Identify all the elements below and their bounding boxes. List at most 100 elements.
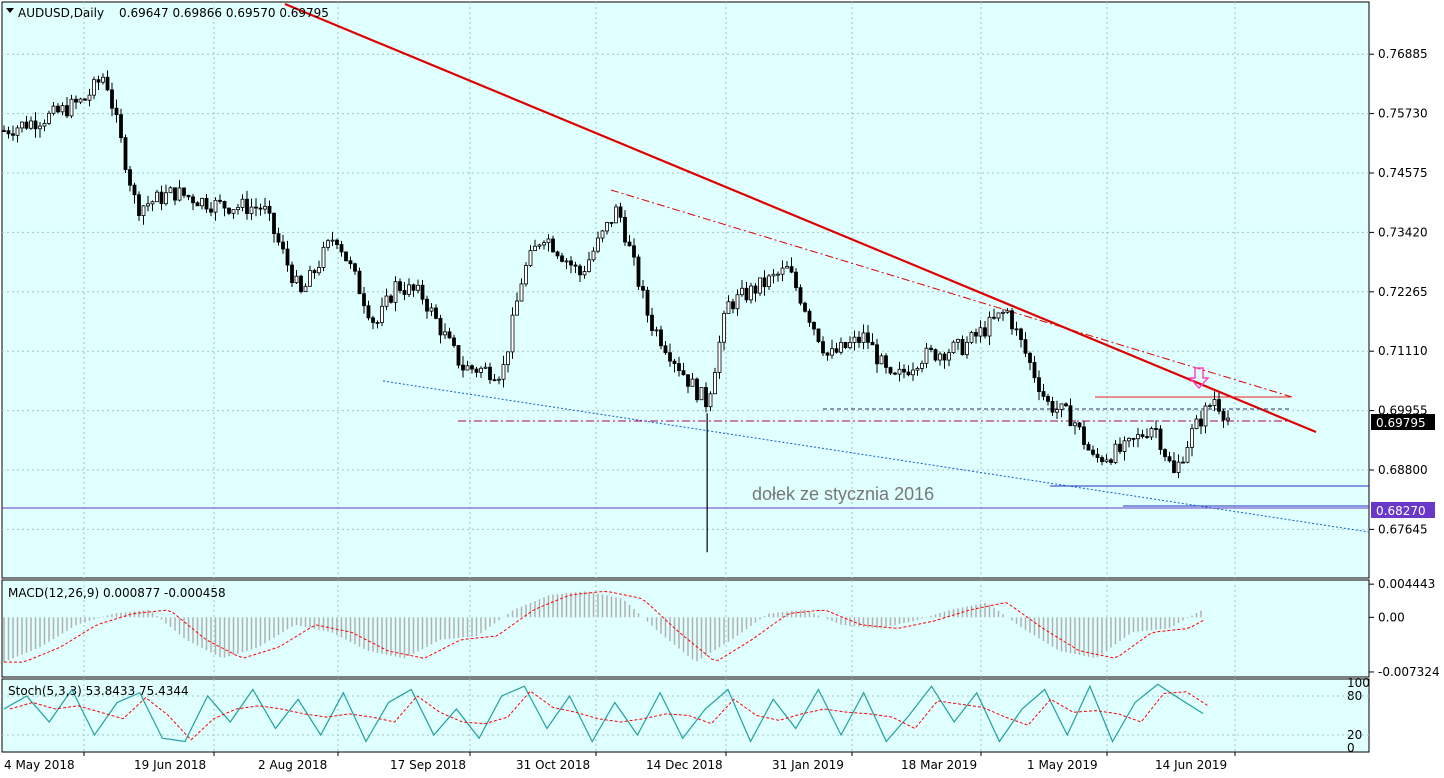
candle-body (1100, 457, 1104, 463)
stoch-main-line (3, 683, 1204, 743)
candle-body (1194, 418, 1199, 430)
candle-body (150, 201, 155, 205)
candle-body (1122, 440, 1127, 452)
candle-body (240, 198, 245, 208)
candle-body (1167, 456, 1172, 462)
candle-body (353, 263, 357, 272)
candle-body (186, 194, 191, 198)
y-tick-label: 0.72265 (1378, 285, 1428, 299)
candle-body (852, 336, 857, 343)
candle-body (753, 285, 758, 294)
candle-body (47, 112, 51, 124)
candle-body (1208, 405, 1212, 407)
candle-body (1001, 311, 1005, 314)
candle-body (294, 275, 299, 284)
candle-body (717, 341, 722, 373)
candle-body (956, 339, 960, 343)
candle-body (204, 197, 209, 210)
candle-body (1059, 403, 1064, 410)
candle-body (1082, 426, 1086, 445)
candle-body (542, 242, 546, 246)
candle-body (677, 363, 681, 372)
candle-body (366, 305, 371, 319)
candle-body (857, 336, 861, 343)
candle-body (128, 169, 132, 186)
candle-body (578, 265, 582, 276)
candle-body (776, 273, 780, 276)
candle-body (87, 94, 92, 101)
candle-body (938, 353, 942, 361)
candle-body (330, 239, 335, 242)
y-tick-label: 0.71110 (1378, 344, 1428, 358)
candle-body (110, 89, 114, 109)
candle-body (996, 312, 1001, 319)
candle-body (312, 270, 317, 274)
candle-body (1149, 428, 1154, 438)
candle-body (15, 127, 20, 136)
candle-body (411, 284, 416, 291)
candle-body (33, 120, 38, 130)
candle-body (402, 290, 407, 295)
candle-body (659, 329, 663, 347)
candle-body (285, 248, 290, 266)
current-price-box (1371, 414, 1435, 430)
candle-body (213, 199, 218, 213)
candle-body (965, 341, 969, 356)
x-tick-label: 19 Jun 2018 (134, 758, 206, 772)
candle-body (1145, 436, 1149, 438)
candle-body (1091, 449, 1095, 455)
candle-body (1172, 460, 1176, 473)
candle-body (231, 209, 236, 214)
candle-body (906, 371, 911, 376)
candle-body (258, 207, 263, 210)
candle-body (695, 378, 699, 401)
candle-body (443, 331, 447, 336)
candle-body (222, 200, 227, 209)
candle-body (825, 352, 830, 356)
x-tick-label: 18 Mar 2019 (901, 758, 977, 772)
x-tick-label: 14 Jun 2019 (1155, 758, 1227, 772)
candle-body (708, 393, 713, 408)
candle-body (690, 378, 695, 387)
macd-indicator: 0.004443 0.00 -0.007324 (3, 577, 1440, 679)
candle-body (74, 98, 78, 103)
candle-body (780, 267, 785, 275)
candle-body (807, 310, 812, 323)
candle-body (735, 294, 740, 310)
candle-body (623, 216, 627, 243)
candle-body (474, 368, 479, 373)
candle-body (510, 314, 515, 353)
stoch-label: Stoch(5,3,3) 53.8433 75.4344 (8, 684, 189, 698)
macd-y-tick-label: 0.004443 (1378, 577, 1435, 591)
purple-level-box (1371, 502, 1435, 518)
dropdown-triangle-icon[interactable] (6, 8, 14, 13)
candle-body (1064, 403, 1068, 407)
candle-body (555, 251, 560, 257)
candle-body (1037, 377, 1041, 392)
candle-body (344, 251, 348, 262)
candle-body (609, 221, 614, 224)
stoch-y-tick-label: 20 (1347, 728, 1362, 742)
grid-lines (2, 2, 1369, 752)
candle-body (164, 192, 168, 205)
candle-body (519, 283, 524, 302)
symbol-label: AUDUSD,Daily (18, 6, 104, 20)
candle-body (942, 353, 947, 361)
candle-body (1127, 437, 1131, 442)
candle-body (267, 205, 272, 214)
candle-body (479, 367, 483, 373)
candle-body (794, 271, 798, 289)
candle-body (168, 187, 173, 194)
candle-body (1010, 310, 1014, 330)
candle-body (209, 208, 213, 213)
ohlc-values: 0.69647 0.69866 0.69570 0.69795 (119, 6, 329, 20)
candle-body (119, 114, 123, 139)
candle-body (191, 196, 195, 204)
candle-body (681, 370, 686, 376)
candle-body (654, 329, 659, 332)
candle-body (38, 125, 42, 130)
y-tick-label: 0.74575 (1378, 166, 1428, 180)
candle-body (1176, 461, 1181, 473)
candle-body (834, 348, 839, 353)
